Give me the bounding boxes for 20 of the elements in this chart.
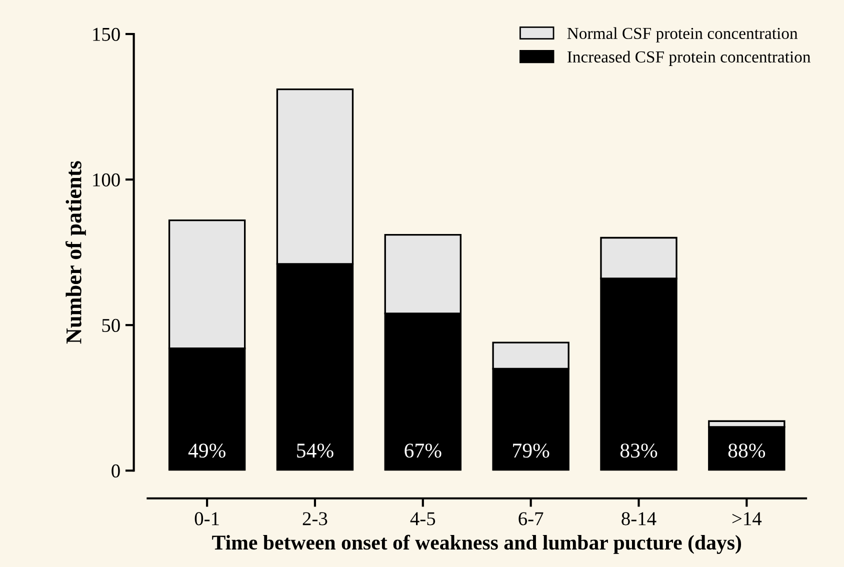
x-tick-label: 8-14 [622,512,656,526]
x-tick-label: 2-3 [302,512,328,526]
x-tick-label: 6-7 [518,512,544,526]
annotation: 49% [188,444,226,458]
x-axis-title: Time between onset of weakness and lumbar pucture (days) [212,534,742,554]
y-tick-label: 150 [93,28,120,41]
annotation: 79% [513,444,550,458]
annotation: 54% [297,444,334,458]
y-tick-label: 50 [102,318,120,332]
x-tick-label: 0-1 [194,512,219,526]
legend-label: Increased CSF protein concentration [567,50,811,66]
annotation: 67% [404,444,442,458]
x-tick-label: >14 [732,512,762,526]
annotation: 88% [728,444,766,458]
legend-label: Normal CSF protein concentration [567,27,798,42]
annotation: 83% [620,444,658,458]
y-tick-label: 0 [112,464,120,478]
y-axis-title: Number of patients [66,161,86,344]
x-tick-label: 4-5 [410,512,436,526]
y-tick-label: 100 [93,173,120,186]
